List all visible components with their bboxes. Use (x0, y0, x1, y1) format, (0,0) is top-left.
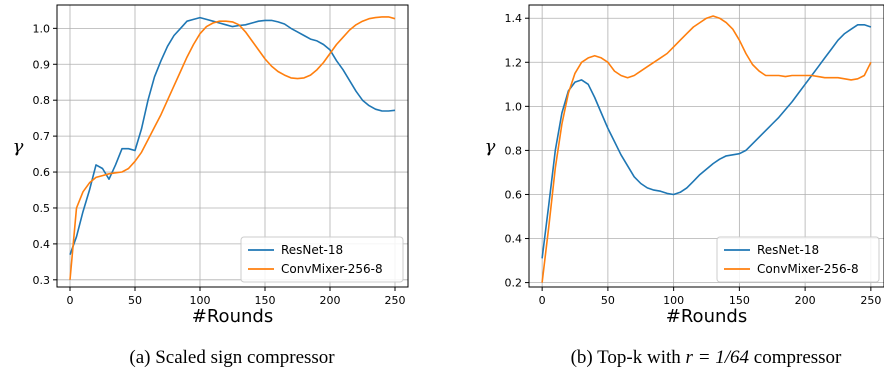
y-axis-label: γ (13, 136, 24, 157)
x-tick-label: 50 (601, 294, 615, 307)
y-tick-label: 0.6 (33, 166, 51, 179)
y-tick-label: 0.5 (33, 202, 51, 215)
y-tick-label: 0.8 (33, 94, 51, 107)
series-line-1 (541, 23, 872, 259)
chart-panel-2: 0 50 100 150 200 250 0.2 0.4 0.6 0.8 1.0 1.2 1.4 #Rou… (485, 4, 884, 368)
x-axis-label: #Rounds (192, 306, 273, 327)
caption: (b) Top-k with r = 1/64 compressor (571, 347, 842, 368)
x-axis-label: #Rounds (666, 306, 747, 327)
y-tick-label: 0.4 (33, 238, 51, 251)
x-tick-label: 0 (539, 294, 546, 307)
series-line-2 (541, 15, 872, 283)
y-tick-label: 1.0 (505, 100, 523, 113)
series-line-2 (69, 16, 396, 280)
legend-box (240, 236, 404, 283)
caption-math: r = 1/64 (686, 347, 750, 368)
legend: ResNet-18 ConvMixer-256-8 (240, 236, 404, 283)
plot-frame (528, 4, 884, 288)
y-tick-label: 0.2 (505, 277, 523, 290)
legend-label-1: ResNet-18 (281, 243, 343, 257)
y-tick-label: 0.8 (505, 144, 523, 157)
y-tick-label: 0.9 (33, 58, 51, 71)
caption-suffix: compressor (749, 347, 842, 368)
x-tick-label: 150 (255, 294, 276, 307)
series-line-1 (69, 16, 396, 255)
y-tick-label: 0.7 (33, 130, 51, 143)
x-tick-label: 150 (729, 294, 750, 307)
y-tick-label: 0.4 (505, 233, 523, 246)
plot-frame (56, 4, 409, 288)
y-tick-label: 0.6 (505, 188, 523, 201)
y-tick-label: 1.2 (505, 56, 523, 69)
x-tick-label: 0 (67, 294, 74, 307)
legend-label-2: ConvMixer-256-8 (281, 262, 383, 276)
x-tick-label: 250 (385, 294, 406, 307)
x-tick-label: 200 (795, 294, 816, 307)
x-tick-label: 250 (860, 294, 881, 307)
legend: ResNet-18 ConvMixer-256-8 (716, 236, 880, 283)
y-tick-label: 1.4 (505, 12, 523, 25)
y-tick-label: 0.3 (33, 274, 51, 287)
x-tick-label: 100 (190, 294, 211, 307)
y-tick-label: 1.0 (33, 22, 51, 35)
legend-label-1: ResNet-18 (757, 243, 819, 257)
caption-prefix: (b) Top-k with (571, 347, 686, 368)
y-axis-label: γ (485, 136, 496, 157)
caption: (a) Scaled sign compressor (129, 347, 335, 368)
x-tick-label: 200 (320, 294, 341, 307)
x-tick-label: 50 (128, 294, 142, 307)
legend-box (716, 236, 880, 283)
legend-label-2: ConvMixer-256-8 (757, 262, 859, 276)
x-tick-label: 100 (663, 294, 684, 307)
chart-panel-1: 0 50 100 150 200 250 0.3 0.4 0.5 0.6 0.7 0.8 0.9 1.0 #… (13, 4, 409, 368)
